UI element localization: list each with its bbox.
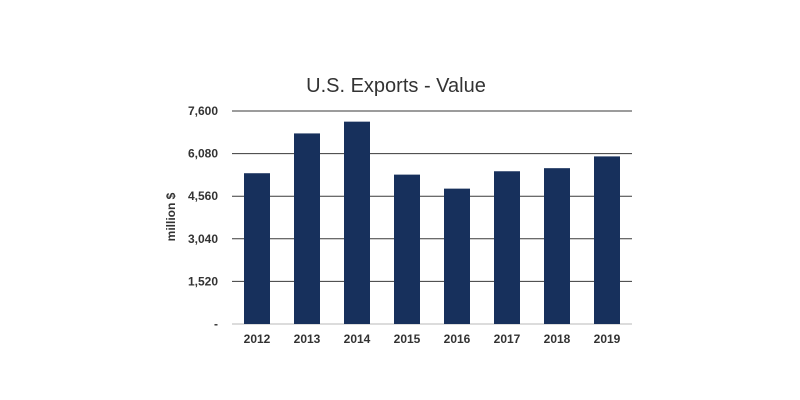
y-tick-label: 3,040 [188, 232, 218, 246]
x-tick-label: 2014 [344, 332, 371, 346]
bar-2013 [294, 133, 320, 324]
x-tick-label: 2013 [294, 332, 321, 346]
bars [244, 121, 620, 325]
bar-2014 [344, 121, 370, 325]
x-tick-label: 2012 [244, 332, 271, 346]
bar-2012 [244, 173, 270, 324]
y-tick-label: - [214, 317, 218, 331]
bar-2015 [394, 174, 420, 324]
gridlines [232, 110, 632, 325]
x-tick-label: 2015 [394, 332, 421, 346]
x-tick-label: 2018 [544, 332, 571, 346]
bar-2016 [444, 188, 470, 324]
x-tick-label: 2019 [594, 332, 621, 346]
bar-2019 [594, 156, 620, 324]
y-axis-title: million $ [164, 192, 178, 241]
x-tick-label: 2016 [444, 332, 471, 346]
y-tick-label: 7,600 [188, 104, 218, 118]
y-tick-label: 1,520 [188, 274, 218, 288]
x-axis-ticks: 2012 2013 2014 2015 2016 2017 2018 2019 [244, 332, 621, 346]
y-axis-ticks: - 1,520 3,040 4,560 6,080 7,600 [188, 104, 218, 331]
y-tick-label: 6,080 [188, 147, 218, 161]
bar-2018 [544, 168, 570, 324]
chart-title: U.S. Exports - Value [306, 75, 486, 97]
x-tick-label: 2017 [494, 332, 521, 346]
y-tick-label: 4,560 [188, 189, 218, 203]
bar-2017 [494, 171, 520, 324]
